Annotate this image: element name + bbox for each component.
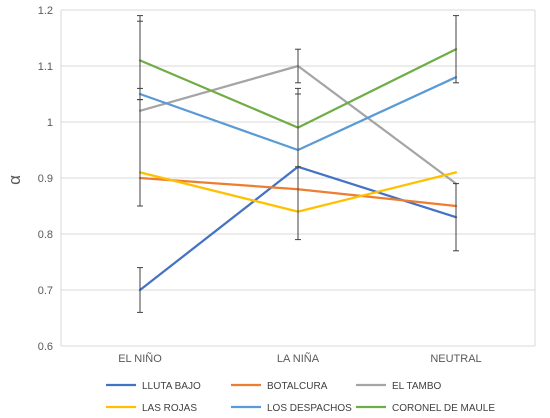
legend-item: LOS DESPACHOS — [231, 403, 352, 414]
legend-label: BOTALCURA — [267, 381, 328, 392]
y-tick-label: 0.8 — [38, 229, 53, 241]
y-tick-label: 0.6 — [38, 341, 53, 353]
legend-item: LAS ROJAS — [106, 403, 197, 414]
legend-label: LOS DESPACHOS — [267, 403, 352, 414]
legend-item: EL TAMBO — [356, 381, 441, 392]
y-tick-label: 0.9 — [38, 173, 53, 185]
legend: LLUTA BAJO BOTALCURA EL TAMBO LAS ROJAS LOS … — [106, 381, 495, 414]
error-bar — [295, 48, 301, 84]
error-bar — [453, 15, 459, 84]
y-tick-label: 0.7 — [38, 285, 53, 297]
y-tick-label: 1.1 — [38, 61, 53, 73]
y-tick-labels: 0.6 0.7 0.8 0.9 1 1.1 1.2 — [38, 5, 53, 353]
error-bar — [453, 183, 459, 252]
legend-label: EL TAMBO — [392, 381, 441, 392]
y-tick-label: 1.2 — [38, 5, 53, 17]
legend-label: CORONEL DE MAULE — [392, 403, 495, 414]
error-bar — [137, 20, 143, 101]
x-category-label: EL NIÑO — [118, 352, 162, 365]
x-category-labels: EL NIÑO LA NIÑA NEUTRAL — [118, 352, 481, 365]
x-category-label: LA NIÑA — [277, 352, 320, 365]
y-tick-label: 1 — [47, 117, 53, 129]
error-bars — [137, 15, 459, 313]
legend-item: LLUTA BAJO — [106, 381, 201, 392]
error-bar — [137, 267, 143, 313]
legend-item: BOTALCURA — [231, 381, 328, 392]
legend-label: LLUTA BAJO — [142, 381, 201, 392]
legend-label: LAS ROJAS — [142, 403, 197, 414]
legend-item: CORONEL DE MAULE — [356, 403, 495, 414]
error-bar — [295, 87, 301, 168]
x-category-label: NEUTRAL — [430, 353, 481, 365]
y-axis-title: α — [5, 175, 24, 185]
